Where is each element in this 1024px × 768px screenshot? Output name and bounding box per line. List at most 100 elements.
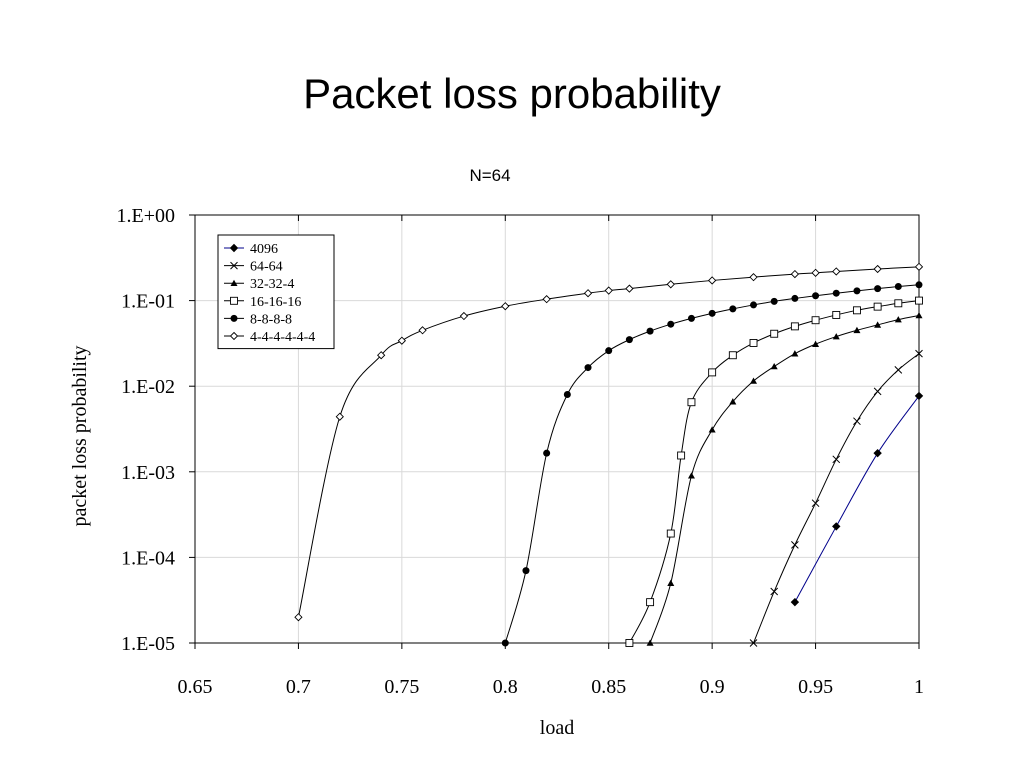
data-point-4-4-4-4-4-4 [542, 295, 551, 304]
x-tick-label: 0.9 [700, 676, 725, 698]
data-point-4-4-4-4-4-4 [914, 262, 924, 271]
data-point-32-32-4 [750, 377, 758, 384]
data-point-32-32-4 [853, 326, 861, 334]
data-point-4096 [914, 391, 924, 401]
x-axis-label: load [540, 717, 574, 739]
data-point-16-16-16 [687, 398, 696, 407]
data-point-64-64 [832, 455, 841, 464]
y-tick-label: 1.E-03 [121, 462, 175, 484]
data-point-8-8-8-8 [770, 297, 778, 305]
data-point-8-8-8-8 [625, 336, 633, 344]
data-point-8-8-8-8 [522, 567, 530, 575]
data-point-32-32-4 [915, 311, 923, 319]
data-point-16-16-16 [832, 310, 841, 319]
series-line-4096 [794, 395, 920, 603]
data-point-4-4-4-4-4-4 [832, 267, 841, 276]
data-point-8-8-8-8 [501, 639, 509, 647]
data-point-4-4-4-4-4-4 [749, 272, 758, 282]
series-line-64-64 [753, 353, 920, 644]
legend-label: 8-8-8-8 [250, 312, 292, 327]
data-point-16-16-16 [811, 316, 820, 325]
x-tick-label: 0.8 [493, 676, 518, 698]
data-point-4-4-4-4-4-4 [377, 351, 386, 360]
legend-marker [229, 331, 239, 341]
data-point-32-32-4 [687, 472, 695, 479]
chart-title: N=64 [469, 166, 510, 185]
data-point-4-4-4-4-4-4 [294, 613, 303, 622]
slide-title: Packet loss probability [303, 70, 721, 117]
data-point-8-8-8-8 [812, 292, 820, 300]
data-point-8-8-8-8 [832, 289, 840, 297]
data-point-32-32-4 [832, 333, 840, 340]
legend-marker [229, 243, 239, 253]
data-point-8-8-8-8 [687, 314, 695, 322]
data-point-16-16-16 [677, 451, 686, 460]
y-axis-label: packet loss probability [69, 345, 91, 526]
data-point-8-8-8-8 [646, 327, 654, 335]
legend-label: 64-64 [250, 260, 283, 275]
series-line-16-16-16 [628, 300, 920, 644]
data-point-4-4-4-4-4-4 [811, 268, 820, 277]
data-point-16-16-16 [646, 598, 655, 607]
legend-label: 32-32-4 [250, 277, 294, 292]
data-point-4096 [873, 448, 882, 458]
series-line-32-32-4 [649, 314, 920, 644]
y-tick-label: 1.E-01 [121, 291, 175, 313]
data-point-4-4-4-4-4-4 [501, 302, 510, 311]
data-point-32-32-4 [874, 321, 882, 328]
y-tick-label: 1.E+00 [117, 205, 176, 227]
data-point-16-16-16 [873, 302, 882, 311]
data-point-32-32-4 [646, 639, 654, 646]
data-point-4-4-4-4-4-4 [873, 264, 882, 274]
data-point-32-32-4 [667, 579, 675, 586]
data-point-4-4-4-4-4-4 [335, 412, 344, 421]
x-tick-label: 0.95 [798, 676, 833, 698]
data-point-8-8-8-8 [667, 320, 675, 328]
data-point-8-8-8-8 [915, 281, 923, 289]
data-point-32-32-4 [708, 426, 716, 433]
y-tick-label: 1.E-05 [121, 633, 175, 655]
data-point-64-64 [894, 366, 903, 374]
x-tick-label: 0.65 [178, 676, 213, 698]
data-point-8-8-8-8 [853, 287, 861, 295]
data-point-16-16-16 [770, 329, 779, 338]
data-point-16-16-16 [625, 639, 634, 647]
data-point-16-16-16 [852, 306, 861, 315]
plot-area [194, 214, 920, 644]
legend-marker [230, 314, 238, 322]
legend [217, 234, 335, 350]
data-point-16-16-16 [915, 296, 923, 305]
data-point-4-4-4-4-4-4 [790, 269, 800, 279]
data-point-32-32-4 [729, 398, 737, 405]
legend-marker [230, 261, 238, 270]
data-point-32-32-4 [770, 362, 778, 370]
data-point-16-16-16 [749, 339, 758, 347]
data-point-8-8-8-8 [894, 283, 902, 291]
data-point-64-64 [791, 541, 799, 549]
data-point-16-16-16 [894, 299, 903, 308]
data-point-16-16-16 [666, 529, 675, 538]
data-point-8-8-8-8 [750, 301, 758, 309]
legend-label: 4-4-4-4-4-4 [250, 330, 315, 345]
data-point-4-4-4-4-4-4 [625, 284, 634, 293]
data-point-8-8-8-8 [874, 285, 882, 293]
data-point-4096 [832, 522, 841, 531]
data-point-8-8-8-8 [791, 294, 799, 302]
data-point-4-4-4-4-4-4 [708, 276, 717, 285]
data-point-16-16-16 [790, 322, 799, 331]
data-point-8-8-8-8 [563, 390, 571, 398]
data-point-16-16-16 [728, 351, 737, 360]
y-tick-label: 1.E-02 [121, 376, 175, 398]
data-point-4-4-4-4-4-4 [666, 280, 675, 289]
data-point-32-32-4 [791, 350, 799, 357]
data-point-64-64 [873, 387, 882, 396]
data-point-8-8-8-8 [605, 347, 613, 355]
legend-marker [230, 296, 238, 305]
data-point-64-64 [853, 417, 861, 426]
data-point-4-4-4-4-4-4 [604, 286, 613, 295]
data-point-64-64 [770, 587, 779, 596]
data-point-64-64 [915, 349, 923, 358]
data-point-8-8-8-8 [708, 309, 716, 317]
legend-label: 4096 [250, 242, 278, 257]
data-point-64-64 [749, 639, 758, 647]
